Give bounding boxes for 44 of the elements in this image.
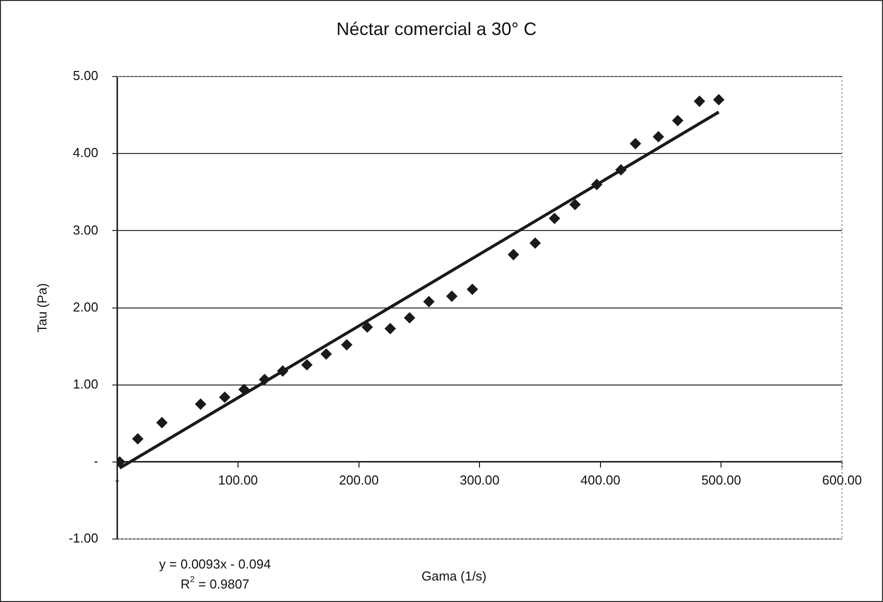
y-tick-label: 5.00 [72, 68, 98, 84]
point [132, 433, 144, 444]
point [423, 296, 434, 308]
point [615, 164, 626, 176]
point [404, 312, 416, 324]
y-axis-title: Tau (Pa) [34, 283, 50, 332]
point [672, 115, 684, 126]
x-tick-label: 500.00 [701, 472, 742, 488]
point [156, 417, 168, 428]
x-axis-title: Gama (1/s) [421, 568, 487, 584]
x-tick-label: 400.00 [580, 472, 620, 488]
y-tick-label: 3.00 [72, 222, 98, 238]
point [549, 212, 560, 224]
point [713, 94, 724, 106]
point [259, 374, 270, 385]
point [219, 392, 230, 403]
point [446, 290, 458, 302]
x-tick-label: 300.00 [460, 472, 500, 488]
point [195, 398, 206, 410]
x-tick-label: 100.00 [218, 472, 258, 488]
point [320, 348, 332, 360]
text: y = 0.0093x - 0.094 [159, 556, 271, 572]
y-tick-label: 1.00 [72, 376, 98, 392]
point [466, 284, 478, 295]
point [341, 339, 352, 350]
point [570, 199, 581, 210]
point [694, 96, 705, 107]
point [362, 322, 373, 333]
point [652, 131, 664, 142]
point [630, 138, 641, 150]
y-tick-label: -1.00 [68, 530, 98, 546]
point [530, 238, 541, 249]
point [277, 365, 288, 376]
point [508, 249, 519, 260]
y-tick-label: - [94, 454, 98, 469]
y-tick-label: 2.00 [72, 299, 98, 314]
point [301, 359, 312, 370]
x-tick-label: 200.00 [338, 472, 379, 488]
x-tick-label: 600.00 [822, 472, 862, 488]
point [591, 178, 602, 190]
point [238, 384, 250, 395]
chart-title: Néctar comercial a 30° C [336, 18, 537, 39]
point [384, 323, 396, 334]
y-tick-label: 4.00 [72, 145, 98, 160]
